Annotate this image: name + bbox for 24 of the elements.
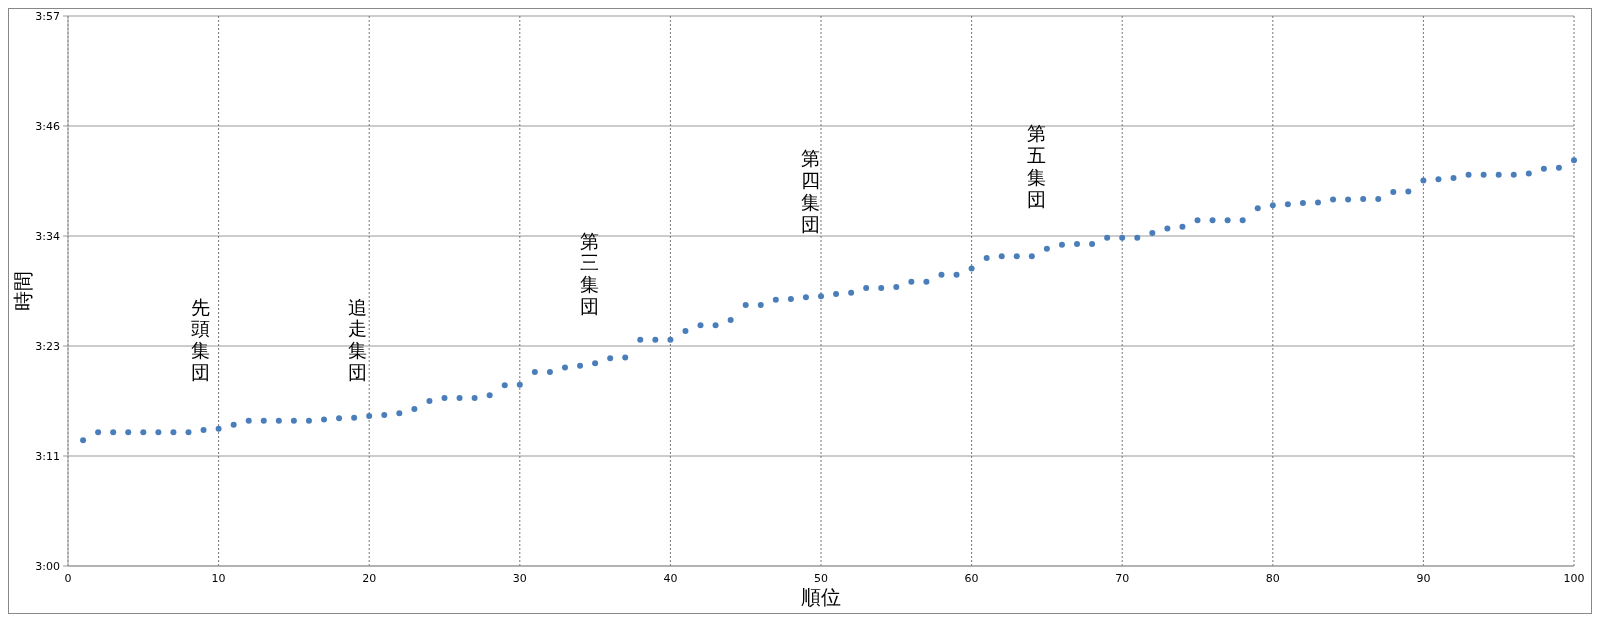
- x-tick-label: 90: [1416, 572, 1431, 585]
- x-tick-label: 100: [1563, 572, 1585, 585]
- y-tick-label: 3:11: [35, 449, 60, 463]
- y-tick-label: 3:23: [35, 339, 60, 353]
- y-tick-label: 3:00: [35, 559, 60, 573]
- y-tick-label: 3:34: [35, 229, 60, 243]
- x-tick-label: 40: [663, 572, 678, 585]
- x-tick-label: 50: [814, 572, 828, 585]
- x-tick-label: 80: [1265, 572, 1280, 585]
- y-axis-title: 時間: [11, 271, 35, 311]
- annotation: 先頭集団: [191, 295, 211, 384]
- x-tick-label: 70: [1115, 572, 1130, 585]
- x-tick-label: 60: [964, 572, 979, 585]
- annotation: 第五集団: [1026, 122, 1046, 210]
- x-tick-label: 0: [64, 572, 72, 585]
- annotation: 第三集団: [579, 229, 599, 318]
- x-axis-title: 順位: [801, 585, 841, 609]
- annotation: 第四集団: [800, 147, 820, 235]
- annotation: 追走集団: [347, 295, 367, 384]
- x-tick-label: 20: [362, 572, 377, 585]
- x-tick-label: 10: [211, 572, 226, 585]
- x-tick-label: 30: [512, 572, 527, 585]
- y-tick-label: 3:46: [35, 119, 60, 133]
- y-tick-label: 3:57: [35, 9, 60, 23]
